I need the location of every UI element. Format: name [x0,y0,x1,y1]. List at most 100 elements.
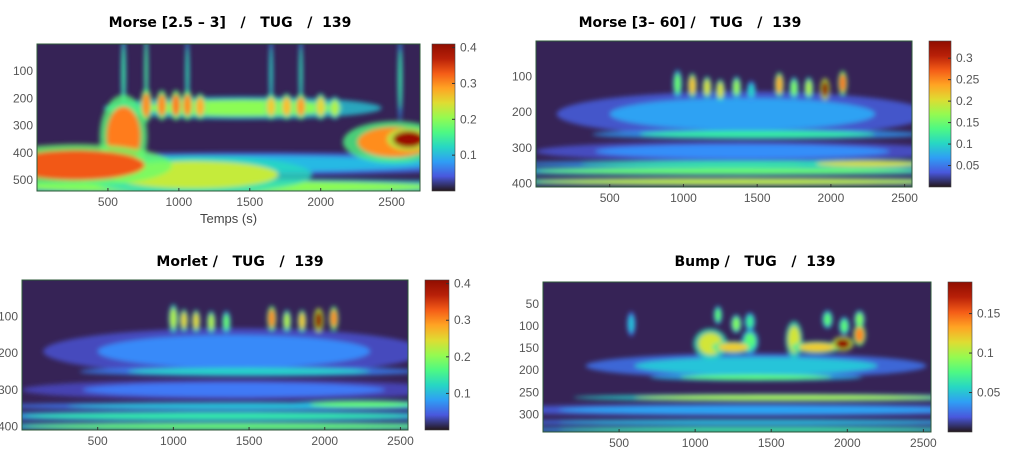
x-tick-label: 1000 [682,436,709,450]
colorbar-tick-label: 0.4 [460,41,477,55]
colorbar [424,279,450,431]
colorbar-tick-label: 0.1 [956,137,973,151]
heatmap-feature [628,315,635,333]
heatmap [536,69,912,186]
plot-frame [535,40,913,188]
y-tick-label: 150 [519,341,539,355]
y-tick-label: 100 [512,70,532,84]
heatmap-feature [855,312,864,327]
colorbar-tick-label: 0.2 [454,350,471,364]
heatmap-feature [37,150,145,181]
heatmap-feature [121,44,126,104]
y-tick-label: 300 [512,141,532,155]
x-tick-label: 1500 [236,195,263,209]
heatmap-feature [594,144,890,159]
x-tick-label: 1000 [670,191,697,205]
colorbar-tick-label: 0.4 [454,277,471,291]
x-tick-label: 2000 [311,434,338,448]
y-tick-label: 100 [0,310,18,324]
heatmap-feature [127,367,371,376]
heatmap-feature [674,73,681,94]
colorbar-tick-label: 0.05 [956,159,980,173]
heatmap-feature [798,342,836,352]
y-tick-label: 300 [13,119,33,133]
heatmap-feature [208,314,215,331]
heatmap-feature [268,309,276,328]
colorbar-tick-label: 0.1 [454,386,471,400]
heatmap-feature [717,82,724,98]
heatmap-feature [193,312,200,330]
heatmap-feature [558,427,931,432]
heatmap-feature [299,312,306,330]
x-tick-label: 2500 [891,191,918,205]
y-tick-label: 200 [0,346,18,360]
heatmap-feature [639,130,876,138]
y-tick-label: 200 [519,363,539,377]
heatmap-feature [315,311,323,330]
y-tick-label: 400 [512,176,532,190]
x-tick-label: 2000 [834,436,861,450]
colorbar-tick-label: 0.1 [460,148,477,162]
heatmap-feature [223,314,230,331]
heatmap-feature [679,374,833,380]
heatmap-feature [398,49,402,110]
heatmap-feature [97,334,371,368]
x-tick-label: 2500 [378,195,405,209]
heatmap-feature [536,167,912,175]
y-tick-label: 300 [0,383,18,397]
x-axis-label: Temps (s) [200,211,257,226]
colorbar-tick-label: 0.15 [977,307,1001,321]
heatmap-feature [536,178,912,185]
heatmap-feature [170,308,177,329]
heatmap-feature [299,46,303,102]
colorbar-tick-label: 0.25 [956,73,980,87]
heatmap-feature [776,75,783,94]
scalogram-panel-1: 500 1000 1500 2000 2500 100 200 300 400 0.05 0.1 0.… [512,40,980,205]
x-tick-label: 2500 [910,436,937,450]
heatmap-feature [854,327,865,343]
scalogram-panel-2: 500 1000 1500 2000 2500 100 200 300 400 0.1 0.2 0.3… [0,277,471,448]
heatmap-feature [296,97,306,117]
x-tick-label: 1500 [236,434,263,448]
heatmap-feature [714,308,722,322]
scalogram-panel-0: 500 1000 1500 2000 2500 100 200 300 400 500 Temps … [13,41,477,226]
heatmap-feature [171,94,181,117]
heatmap-feature [82,382,386,398]
y-tick-label: 200 [13,91,33,105]
panel-title-bump: Bump / TUG / 139 [674,254,836,270]
x-tick-label: 500 [609,436,629,450]
colorbar [431,43,456,192]
colorbar-tick-label: 0.3 [460,76,477,90]
heatmap-feature [330,309,338,328]
heatmap-feature [330,99,340,117]
heatmap-feature [185,46,189,102]
heatmap-feature [823,312,832,327]
y-tick-label: 300 [519,407,539,421]
panel-title-morlet: Morlet / TUG / 139 [156,254,324,270]
x-tick-label: 2000 [307,195,334,209]
heatmap-feature [283,312,290,330]
scalogram-panel-3: 500 1000 1500 2000 2500 50 100 150 200 250 300 0.05… [519,281,1001,450]
x-tick-label: 1000 [160,434,187,448]
heatmap-feature [746,315,754,329]
heatmap-feature [558,420,931,425]
plot-frame [21,279,409,431]
heatmap-feature [558,405,931,415]
x-tick-label: 1500 [758,436,785,450]
heatmap [543,305,931,432]
heatmap-feature [393,131,420,148]
y-tick-label: 100 [519,319,539,333]
heatmap-feature [748,83,755,98]
heatmap-feature [195,97,205,117]
heatmap-feature [634,394,931,401]
colorbar [928,40,952,188]
x-tick-label: 1000 [166,195,193,209]
heatmap-feature [144,44,148,102]
heatmap-feature [609,97,876,131]
heatmap-feature [634,357,878,375]
heatmap-feature [840,319,849,333]
heatmap-feature [183,94,192,117]
heatmap-feature [180,312,187,329]
x-tick-label: 2000 [818,191,845,205]
